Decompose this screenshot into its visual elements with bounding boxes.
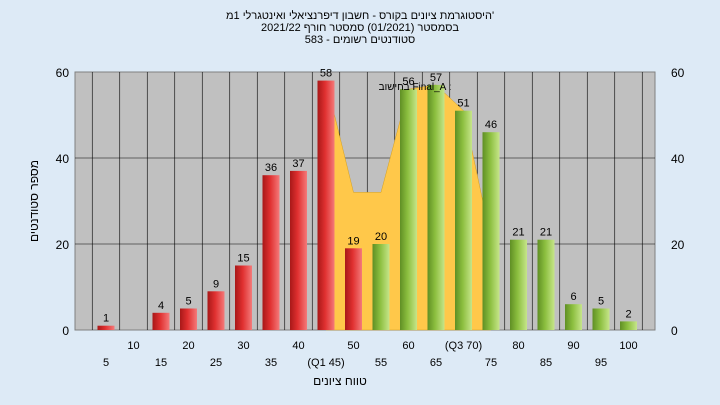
- bar-65: [427, 84, 445, 331]
- y-tick-label-left: 40: [56, 152, 70, 166]
- x-tick-label: 95: [595, 357, 607, 369]
- x-tick-label: 30: [237, 340, 249, 352]
- bar-90: [565, 304, 582, 330]
- bar-60: [400, 89, 417, 330]
- x-tick-label: (Q1 45): [307, 357, 344, 369]
- bar-40: [290, 170, 307, 330]
- bar-50: [345, 248, 362, 330]
- bar-30: [235, 265, 252, 330]
- bar-5: [97, 325, 115, 330]
- data-label: 36: [265, 162, 277, 174]
- data-label: 20: [375, 231, 387, 243]
- x-tick-label: 75: [485, 357, 497, 369]
- y-tick-label-right: 20: [671, 238, 685, 252]
- title-line-3: 583 - סטודנטים רשומים: [304, 34, 416, 46]
- data-label: 21: [540, 227, 552, 239]
- y-tick-label-left: 20: [56, 238, 70, 252]
- x-tick-label: 25: [210, 357, 222, 369]
- data-label: 4: [158, 300, 164, 312]
- data-label: 19: [347, 235, 359, 247]
- bar-35: [262, 175, 280, 330]
- data-label: 46: [485, 119, 497, 131]
- x-tick-label: 40: [292, 340, 304, 352]
- bar-20: [180, 308, 197, 330]
- data-label: 2: [625, 308, 631, 320]
- x-tick-label: 10: [127, 340, 139, 352]
- bar-Q145: [317, 80, 335, 330]
- x-tick-label: 5: [103, 357, 109, 369]
- y-tick-label-left: 60: [56, 66, 70, 80]
- bar-80: [510, 239, 527, 330]
- x-tick-label: 60: [402, 340, 414, 352]
- data-label: 1: [103, 313, 109, 325]
- bar-15: [152, 312, 170, 330]
- x-tick-label: 55: [375, 357, 387, 369]
- data-label: 15: [237, 253, 249, 265]
- bar-95: [592, 308, 610, 330]
- bar-100: [620, 321, 637, 330]
- title-line-2: בסמסטר (01/2021) סמסטר חורף 2021/22: [260, 22, 460, 34]
- data-label: 21: [512, 227, 524, 239]
- data-label: 37: [292, 158, 304, 170]
- data-label: 6: [570, 291, 576, 303]
- x-tick-label: 85: [540, 357, 552, 369]
- y-tick-label-right: 60: [671, 66, 685, 80]
- data-label: 5: [185, 296, 191, 308]
- y-tick-label-right: 0: [671, 324, 678, 338]
- x-tick-label: 15: [155, 357, 167, 369]
- annotation-label: בחישוב Final_A :: [379, 82, 452, 93]
- data-label: 9: [213, 278, 219, 290]
- x-axis-title: טווח ציונים: [313, 374, 367, 388]
- data-label: 51: [457, 98, 469, 110]
- x-tick-label: 20: [182, 340, 194, 352]
- x-tick-label: 80: [512, 340, 524, 352]
- data-label: 5: [598, 296, 604, 308]
- data-label: 56: [402, 76, 414, 88]
- x-tick-label: 90: [567, 340, 579, 352]
- x-tick-label: 65: [430, 357, 442, 369]
- bar-75: [482, 132, 500, 330]
- x-tick-label: 35: [265, 357, 277, 369]
- bar-55: [372, 244, 390, 330]
- y-tick-label-right: 40: [671, 152, 685, 166]
- chart-title: היסטוגרמת ציונים בקורס - חשבון דיפרנציאל…: [0, 10, 720, 46]
- title-line-1: היסטוגרמת ציונים בקורס - חשבון דיפרנציאל…: [225, 10, 495, 22]
- data-label: 58: [320, 68, 332, 80]
- x-tick-label: 50: [347, 340, 359, 352]
- bar-85: [537, 239, 555, 330]
- data-label: 57: [430, 72, 442, 84]
- bar-Q370: [455, 110, 472, 330]
- y-axis-title: מספר סטודנטים: [27, 160, 41, 242]
- y-tick-label-left: 0: [62, 324, 69, 338]
- bar-25: [207, 291, 225, 330]
- x-tick-label: 100: [619, 340, 637, 352]
- x-tick-label: (Q3 70): [445, 340, 482, 352]
